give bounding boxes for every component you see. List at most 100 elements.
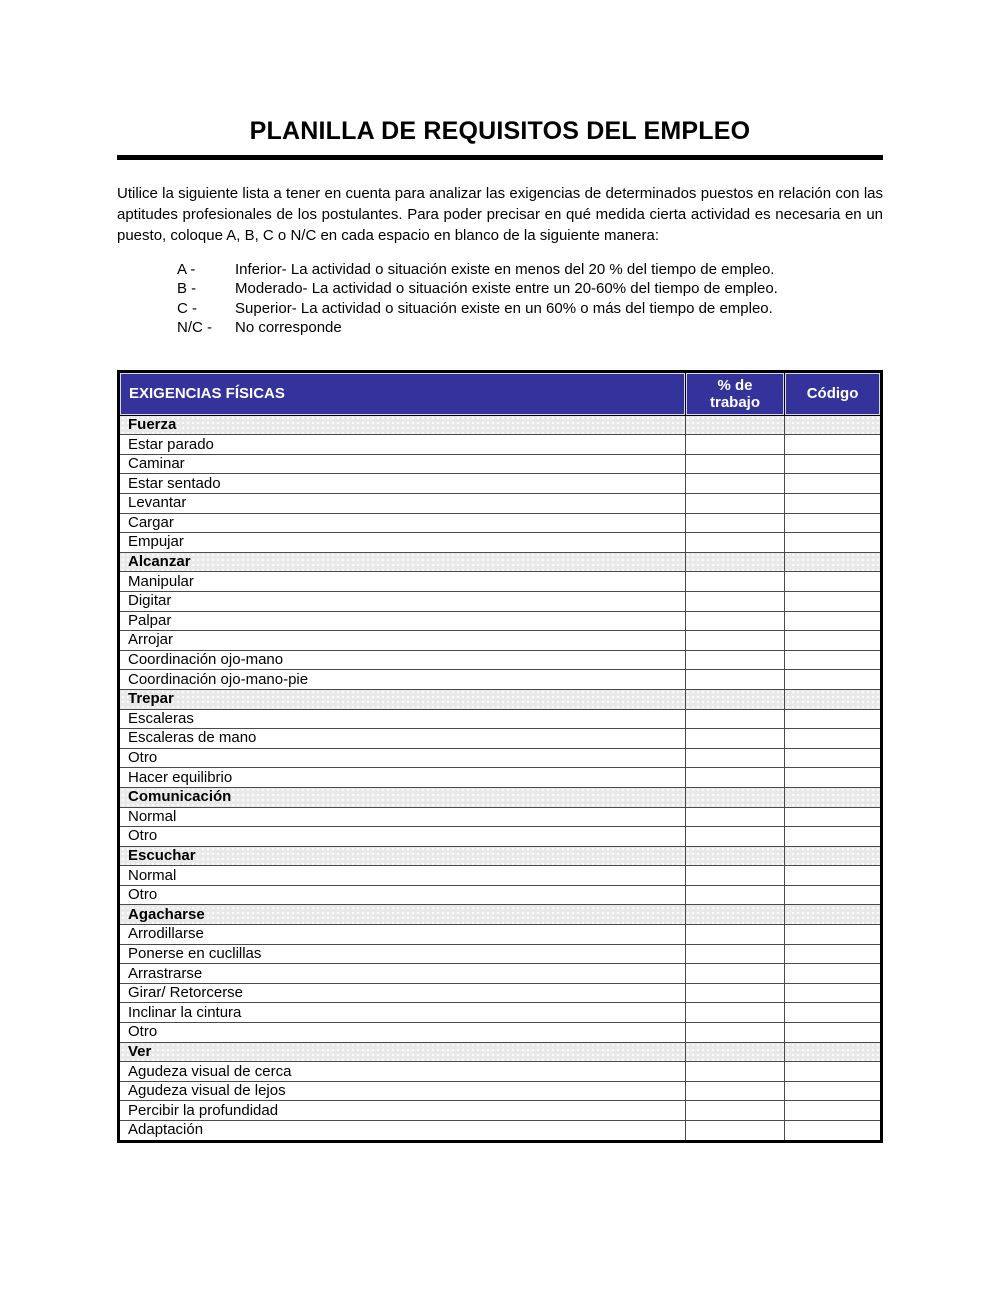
legend-description: Superior- La actividad o situación exist… xyxy=(235,299,773,317)
pct-trabajo-cell xyxy=(684,904,786,926)
rating-legend: A - Inferior- La actividad o situación e… xyxy=(177,260,883,338)
codigo-cell xyxy=(784,1022,882,1043)
activity-label: Agudeza visual de lejos xyxy=(118,1080,686,1102)
pct-trabajo-cell xyxy=(684,806,786,828)
table-row: Coordinación ojo-mano-pie xyxy=(118,669,882,690)
table-row: Girar/ Retorcerse xyxy=(118,982,882,1004)
pct-trabajo-cell xyxy=(684,963,786,984)
activity-label: Coordinación ojo-mano xyxy=(118,649,686,671)
section-row: Comunicación xyxy=(118,786,882,808)
table-row: Normal xyxy=(118,865,882,886)
table-row: Arrojar xyxy=(118,630,882,651)
codigo-cell xyxy=(784,453,882,475)
column-header-codigo: Código xyxy=(784,370,882,416)
pct-trabajo-cell xyxy=(684,551,786,573)
activity-label: Estar parado xyxy=(118,434,686,455)
pct-trabajo-cell xyxy=(684,1100,786,1121)
table-row: Caminar xyxy=(118,453,882,475)
activity-label: Caminar xyxy=(118,453,686,475)
activity-label: Agudeza visual de cerca xyxy=(118,1061,686,1082)
codigo-cell xyxy=(784,630,882,651)
codigo-cell xyxy=(784,747,882,769)
pct-trabajo-cell xyxy=(684,1061,786,1082)
legend-description: Moderado- La actividad o situación exist… xyxy=(235,280,778,298)
table-row: Palpar xyxy=(118,610,882,632)
activity-label: Escaleras de mano xyxy=(118,728,686,749)
activity-label: Normal xyxy=(118,806,686,828)
table-row: Empujar xyxy=(118,532,882,553)
pct-trabajo-cell xyxy=(684,532,786,553)
codigo-cell xyxy=(784,1100,882,1121)
activity-label: Otro xyxy=(118,826,686,847)
codigo-cell xyxy=(784,943,882,965)
pct-trabajo-cell xyxy=(684,865,786,886)
codigo-cell xyxy=(784,1041,882,1063)
codigo-cell xyxy=(784,473,882,494)
pct-trabajo-cell xyxy=(684,884,786,906)
table-row: Percibir la profundidad xyxy=(118,1100,882,1121)
codigo-cell xyxy=(784,806,882,828)
table-row: Digitar xyxy=(118,590,882,612)
table-row: Levantar xyxy=(118,493,882,514)
pct-trabajo-cell xyxy=(684,767,786,788)
pct-trabajo-cell xyxy=(684,728,786,749)
table-row: Adaptación xyxy=(118,1120,882,1142)
pct-trabajo-cell xyxy=(684,453,786,475)
activity-label: Manipular xyxy=(118,571,686,592)
section-row: Agacharse xyxy=(118,904,882,926)
activity-label: Girar/ Retorcerse xyxy=(118,982,686,1004)
table-row: Escaleras xyxy=(118,708,882,730)
table-row: Agudeza visual de lejos xyxy=(118,1080,882,1102)
pct-trabajo-cell xyxy=(684,708,786,730)
table-row: Ponerse en cuclillas xyxy=(118,943,882,965)
codigo-cell xyxy=(784,865,882,886)
pct-trabajo-cell xyxy=(684,982,786,1004)
table-header-row: EXIGENCIAS FÍSICAS % de trabajo Código xyxy=(118,370,882,416)
codigo-cell xyxy=(784,571,882,592)
table-row: Otro xyxy=(118,1022,882,1043)
codigo-cell xyxy=(784,1061,882,1082)
title-divider xyxy=(117,155,883,160)
legend-code: C - xyxy=(177,299,197,317)
pct-trabajo-cell xyxy=(684,786,786,808)
section-row: Trepar xyxy=(118,688,882,710)
codigo-cell xyxy=(784,884,882,906)
activity-label: Ponerse en cuclillas xyxy=(118,943,686,965)
page-title: PLANILLA DE REQUISITOS DEL EMPLEO xyxy=(249,117,751,145)
codigo-cell xyxy=(784,610,882,632)
column-header-pct-trabajo: % de trabajo xyxy=(684,370,786,416)
pct-trabajo-cell xyxy=(684,1002,786,1024)
intro-paragraph: Utilice la siguiente lista a tener en cu… xyxy=(117,185,883,244)
table-row: Inclinar la cintura xyxy=(118,1002,882,1024)
pct-trabajo-cell xyxy=(684,669,786,690)
activity-label: Levantar xyxy=(118,493,686,514)
legend-code: B - xyxy=(177,280,197,298)
table-row: Hacer equilibrio xyxy=(118,767,882,788)
table-row: Cargar xyxy=(118,512,882,534)
activity-label: Estar sentado xyxy=(118,473,686,494)
codigo-cell xyxy=(784,414,882,436)
section-row: Escuchar xyxy=(118,845,882,867)
codigo-cell xyxy=(784,786,882,808)
table-row: Otro xyxy=(118,747,882,769)
activity-label: Percibir la profundidad xyxy=(118,1100,686,1121)
codigo-cell xyxy=(784,590,882,612)
codigo-cell xyxy=(784,493,882,514)
codigo-cell xyxy=(784,512,882,534)
table-row: Arrodillarse xyxy=(118,924,882,945)
activity-label: Normal xyxy=(118,865,686,886)
table-row: Otro xyxy=(118,884,882,906)
activity-label: Hacer equilibrio xyxy=(118,767,686,788)
codigo-cell xyxy=(784,532,882,553)
legend-item-b: B - Moderado- La actividad o situación e… xyxy=(177,279,883,298)
codigo-cell xyxy=(784,688,882,710)
activity-label: Empujar xyxy=(118,532,686,553)
activity-label: Escaleras xyxy=(118,708,686,730)
legend-item-c: C - Superior- La actividad o situación e… xyxy=(177,299,883,318)
activity-label: Adaptación xyxy=(118,1120,686,1142)
activity-label: Palpar xyxy=(118,610,686,632)
table-row: Otro xyxy=(118,826,882,847)
table-row: Escaleras de mano xyxy=(118,728,882,749)
pct-trabajo-cell xyxy=(684,630,786,651)
pct-trabajo-cell xyxy=(684,1120,786,1142)
